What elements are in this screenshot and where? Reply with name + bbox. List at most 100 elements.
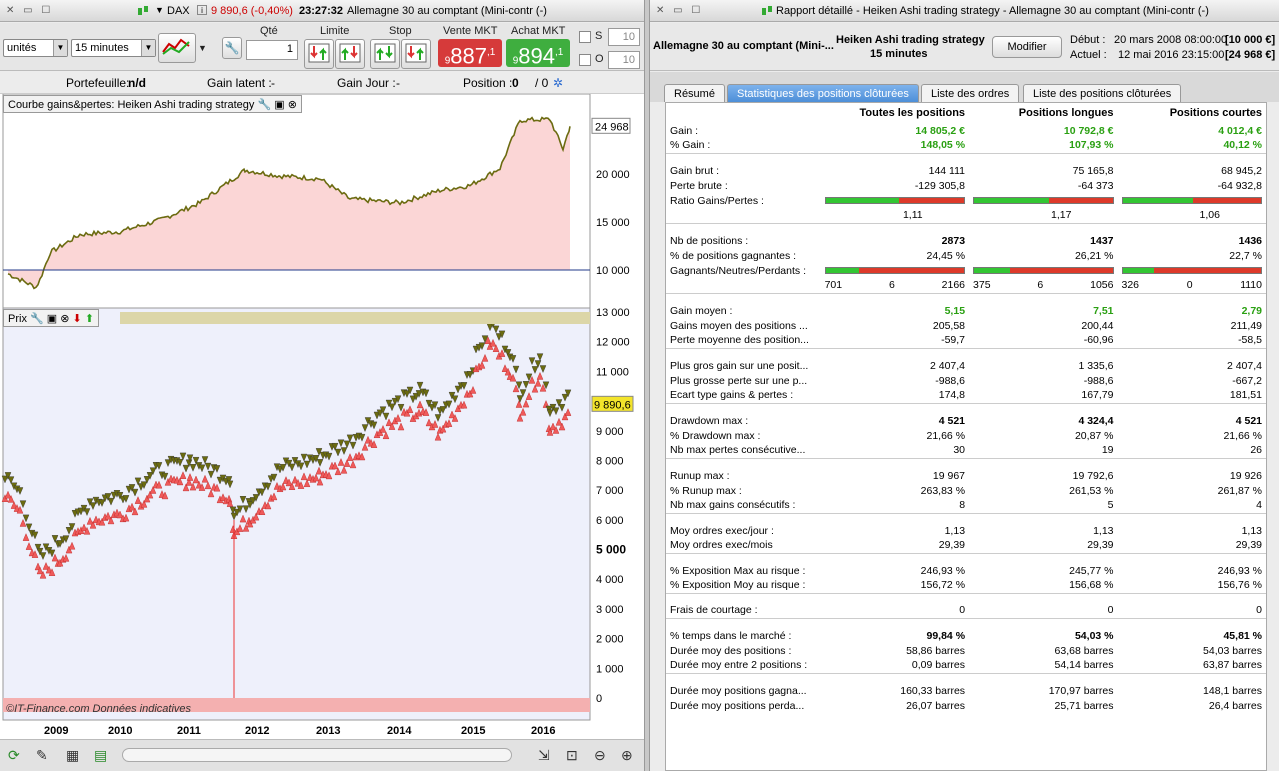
report-title-bar: ✕ ▭ ☐ Rapport détaillé - Heiken Ashi tra… bbox=[650, 0, 1279, 22]
chart-type-button[interactable] bbox=[158, 33, 196, 63]
buy-marker bbox=[116, 510, 124, 519]
sell-marker bbox=[539, 365, 547, 374]
zoom-range-icon[interactable]: ⊡ bbox=[566, 747, 578, 763]
value-all: 21,66 % bbox=[926, 429, 966, 442]
buy-marker bbox=[270, 492, 278, 501]
tab-summary[interactable]: Résumé bbox=[664, 84, 725, 102]
buy-marker bbox=[45, 565, 53, 574]
sell-marker bbox=[48, 549, 56, 558]
buy-marker bbox=[264, 501, 272, 510]
stats-row-pct_dd: % Drawdown max : 21,66 % 20,87 % 21,66 % bbox=[666, 428, 1266, 443]
buy-stop-button[interactable] bbox=[370, 39, 400, 69]
units-select[interactable]: unités ▼ bbox=[3, 39, 68, 57]
qty-input[interactable]: 1 bbox=[246, 40, 298, 60]
row-label: % Gain : bbox=[670, 139, 711, 152]
value-short: 2,79 bbox=[1241, 304, 1262, 317]
sell-marker bbox=[213, 465, 221, 473]
sell-marker bbox=[225, 476, 233, 484]
grid-icon[interactable]: ▤ bbox=[94, 747, 108, 763]
modify-button[interactable]: Modifier bbox=[992, 36, 1062, 58]
sell-marker bbox=[349, 441, 357, 450]
sell-marker bbox=[564, 389, 572, 398]
value-all: 1,13 bbox=[944, 524, 966, 537]
row-label: Durée moy des positions : bbox=[670, 644, 792, 657]
price-last-box bbox=[591, 395, 634, 412]
sell-limit-button[interactable] bbox=[335, 39, 365, 69]
gear-icon[interactable]: ✲ bbox=[553, 76, 564, 90]
sell-marker bbox=[428, 403, 436, 412]
sell-marker bbox=[226, 480, 234, 489]
zoom-in-icon[interactable]: ⊕ bbox=[621, 747, 633, 763]
value-short: 211,49 bbox=[1230, 319, 1262, 332]
year-label: 2016 bbox=[531, 725, 555, 737]
draw-tools-icon[interactable]: ✎ bbox=[36, 747, 48, 763]
wrench-icon[interactable]: 🔧 bbox=[257, 99, 272, 111]
sell-marker bbox=[161, 472, 169, 481]
stats-row-avg_between: Durée moy entre 2 positions : 0,09 barres… bbox=[666, 658, 1266, 673]
buy-marker bbox=[273, 481, 281, 490]
sell-marker bbox=[116, 492, 124, 500]
year-label: 2012 bbox=[245, 725, 269, 737]
row-label: Durée moy entre 2 positions : bbox=[670, 659, 808, 672]
value-all: 99,84 % bbox=[926, 629, 966, 642]
report-instrument: Allemagne 30 au comptant (Mini-... bbox=[653, 40, 834, 52]
sell-marker bbox=[397, 404, 405, 412]
o-input[interactable]: 10 bbox=[608, 51, 640, 69]
wrench-icon[interactable]: 🔧 bbox=[30, 313, 44, 325]
sell-marker bbox=[391, 397, 399, 406]
value-long: 156,68 % bbox=[1069, 579, 1114, 592]
price-axis-tick: 4 000 bbox=[596, 574, 624, 586]
window-controls[interactable]: ✕ ▭ ☐ bbox=[6, 5, 54, 16]
refresh-icon[interactable]: ⟳ bbox=[8, 747, 20, 763]
zoom-fit-icon[interactable]: ⇲ bbox=[538, 747, 550, 763]
dropdown-icon[interactable]: ▼ bbox=[155, 5, 164, 15]
sell-marker bbox=[358, 433, 366, 442]
buy-marker bbox=[331, 461, 339, 470]
chevron-down-icon[interactable]: ▼ bbox=[198, 43, 207, 53]
sell-marker bbox=[388, 403, 396, 412]
value-short: 19 926 bbox=[1229, 469, 1262, 482]
price-axis-tick: 6 000 bbox=[596, 515, 624, 527]
info-icon[interactable]: i bbox=[197, 5, 207, 15]
sell-arrow-icon[interactable]: ⬇ bbox=[72, 313, 82, 325]
s-checkbox[interactable] bbox=[579, 31, 591, 43]
tab-orders[interactable]: Liste des ordres bbox=[921, 84, 1020, 102]
value-all: 2 407,4 bbox=[929, 359, 966, 372]
window-icon[interactable]: ▣ bbox=[46, 313, 58, 325]
equity-panel-title: Courbe gains&pertes: Heiken Ashi trading… bbox=[8, 99, 255, 111]
buy-limit-button[interactable] bbox=[304, 39, 334, 69]
sell-marker bbox=[422, 389, 430, 398]
buy-market-button[interactable]: 9894,1 bbox=[506, 39, 570, 68]
wrench-icon[interactable]: 🔧 bbox=[222, 37, 242, 59]
buy-arrow-icon[interactable]: ⬆ bbox=[84, 313, 95, 325]
value-short: 1,13 bbox=[1241, 524, 1262, 537]
stats-row-exp_avg: % Exposition Moy au risque : 156,72 % 156,… bbox=[666, 578, 1266, 593]
row-label: Plus grosse perte sur une p... bbox=[670, 374, 808, 387]
equity-line bbox=[7, 116, 571, 290]
sell-marker bbox=[303, 460, 311, 469]
timeframe-select[interactable]: 15 minutes ▼ bbox=[71, 39, 156, 57]
tab-closed-positions[interactable]: Liste des positions clôturées bbox=[1023, 84, 1182, 102]
sell-stop-button[interactable] bbox=[401, 39, 431, 69]
o-checkbox[interactable] bbox=[579, 54, 591, 66]
sell-marker bbox=[325, 452, 333, 461]
value-long: 7,51 bbox=[1093, 304, 1114, 317]
time-scrollbar[interactable] bbox=[122, 748, 512, 762]
s-input[interactable]: 10 bbox=[608, 28, 640, 46]
buy-marker bbox=[425, 418, 433, 427]
window-icon[interactable]: ▣ bbox=[274, 99, 285, 111]
close-icon[interactable]: ⊗ bbox=[287, 99, 297, 111]
close-icon[interactable]: ⊗ bbox=[60, 313, 70, 325]
sell-market-button[interactable]: 9887,1 bbox=[438, 39, 502, 68]
sell-marker bbox=[164, 459, 172, 468]
sell-marker bbox=[522, 381, 530, 389]
buy-marker bbox=[285, 478, 293, 487]
stats-row-avg_dur_win: Durée moy positions gagna... 160,33 barre… bbox=[666, 683, 1266, 698]
chart-area[interactable]: 20 000 15 000 10 000 24 968 13 000 12 000 11 0… bbox=[0, 94, 644, 739]
tab-closed-stats[interactable]: Statistiques des positions clôturées bbox=[727, 84, 919, 102]
buy-marker bbox=[186, 473, 194, 481]
sell-marker bbox=[343, 440, 351, 449]
calculator-icon[interactable]: ▦ bbox=[66, 747, 80, 763]
zoom-out-icon[interactable]: ⊖ bbox=[594, 747, 606, 763]
window-controls[interactable]: ✕ ▭ ☐ bbox=[656, 5, 704, 16]
